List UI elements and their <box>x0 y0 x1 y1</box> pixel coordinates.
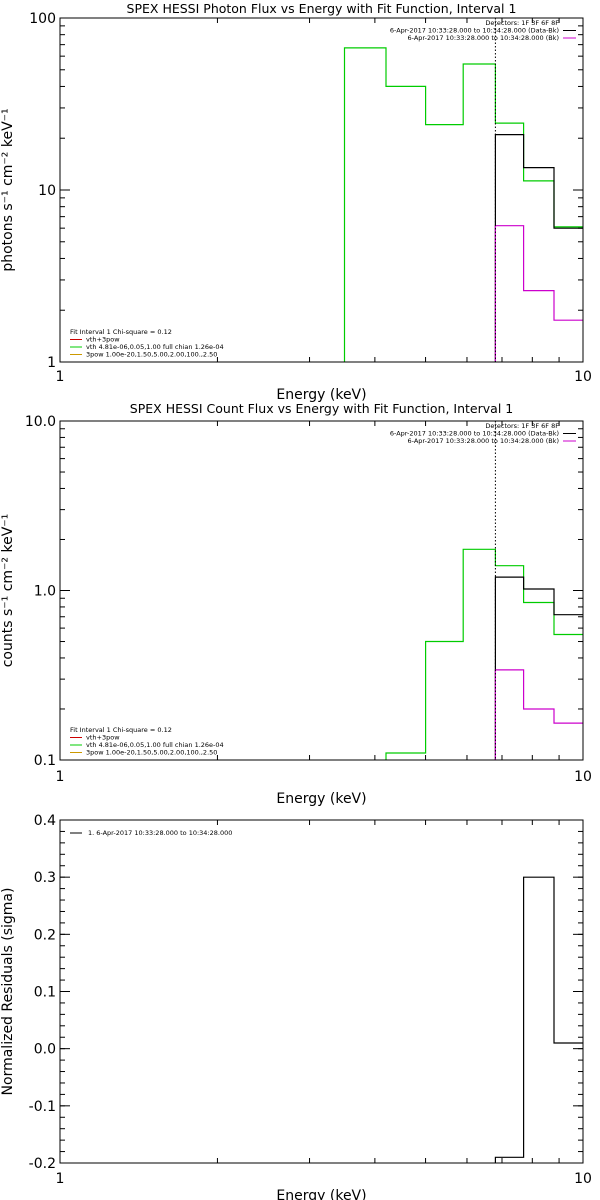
y-axis-label: Normalized Residuals (sigma) <box>0 888 16 1096</box>
plot-frame <box>59 17 584 363</box>
legend-text: Detectors: 1F 3F 6F 8F <box>485 422 559 430</box>
plot-frame <box>59 819 584 1164</box>
y-tick-label: 0.2 <box>34 927 56 943</box>
legend-text: 6-Apr-2017 10:33:28.000 to 10:34:28.000 … <box>390 27 559 35</box>
y-tick-label: 0.1 <box>34 985 56 1001</box>
legend-text: vth+3pow <box>86 336 120 344</box>
y-tick-label: 1 <box>47 355 56 371</box>
x-tick-label: 10 <box>574 1171 592 1187</box>
y-tick-label: -0.1 <box>29 1099 56 1115</box>
y-tick-label: 10.0 <box>25 414 56 430</box>
legend-text: 3pow 1.00e-20,1.50,5.00,2.00,100.,2.50 <box>86 351 217 359</box>
y-tick-label: 0.0 <box>34 1042 56 1058</box>
y-axis-label: counts s⁻¹ cm⁻² keV⁻¹ <box>0 514 16 668</box>
histogram-series-1-1 <box>343 47 583 362</box>
chart-title-2: SPEX HESSI Count Flux vs Energy with Fit… <box>130 401 513 416</box>
legend-text: Fit Interval 1 Chi-square = 0.12 <box>70 726 172 734</box>
legend-text: vth 4.81e-06,0.05,1.00 full chian 1.26e-… <box>86 741 224 749</box>
y-tick-label: 0.3 <box>34 870 56 886</box>
chart-title-1: SPEX HESSI Photon Flux vs Energy with Fi… <box>127 1 517 16</box>
x-axis-label: Energy (keV) <box>276 1188 366 1200</box>
histogram-series-1-3 <box>494 225 583 362</box>
histogram-series-3-1 <box>494 876 583 1163</box>
legend-text: Fit Interval 1 Chi-square = 0.12 <box>70 328 172 336</box>
chart-panel-1: SPEX HESSI Photon Flux vs Energy with Fi… <box>0 1 592 403</box>
y-tick-label: 0.4 <box>34 813 56 829</box>
legend-text: 6-Apr-2017 10:33:28.000 to 10:34:28.000 … <box>390 430 559 438</box>
y-tick-label: 0.1 <box>34 753 56 769</box>
legend-text: 3pow 1.00e-20,1.50,5.00,2.00,100.,2.50 <box>86 749 217 757</box>
x-axis-label: Energy (keV) <box>276 387 366 403</box>
histogram-series-1-2 <box>494 134 583 362</box>
x-tick-label: 10 <box>574 769 592 785</box>
legend-text: 6-Apr-2017 10:33:28.000 to 10:34:28.000 … <box>408 34 559 42</box>
legend-text: Detectors: 1F 3F 6F 8F <box>485 19 559 27</box>
x-tick-label: 1 <box>56 769 65 785</box>
histogram-series-2-1 <box>385 548 583 760</box>
legend-top-3: 1. 6-Apr-2017 10:33:28.000 to 10:34:28.0… <box>70 829 232 837</box>
y-tick-label: 10 <box>38 183 56 199</box>
x-tick-label: 1 <box>56 369 65 385</box>
legend-bottom-1: Fit Interval 1 Chi-square = 0.12vth+3pow… <box>70 328 224 359</box>
y-tick-label: 1.0 <box>34 584 56 600</box>
y-tick-label: 100 <box>29 11 56 27</box>
y-axis-label: photons s⁻¹ cm⁻² keV⁻¹ <box>0 108 16 271</box>
histogram-series-2-3 <box>494 669 583 760</box>
legend-text: 6-Apr-2017 10:33:28.000 to 10:34:28.000 … <box>408 437 559 445</box>
x-tick-label: 10 <box>574 369 592 385</box>
histogram-series-2-2 <box>494 576 583 760</box>
legend-top-1: Detectors: 1F 3F 6F 8F6-Apr-2017 10:33:2… <box>390 19 576 42</box>
x-tick-label: 1 <box>56 1171 65 1187</box>
chart-panel-3: 1 10 -0.2 -0.1 0.0 0.1 0.2 0.3 0.4 Energy (keV) No… <box>0 813 592 1200</box>
legend-text: vth+3pow <box>86 734 120 742</box>
legend-text: 1. 6-Apr-2017 10:33:28.000 to 10:34:28.0… <box>88 829 232 837</box>
legend-text: vth 4.81e-06,0.05,1.00 full chian 1.26e-… <box>86 343 224 351</box>
x-axis-label: Energy (keV) <box>276 791 366 807</box>
y-tick-label: -0.2 <box>29 1156 56 1172</box>
legend-bottom-2: Fit Interval 1 Chi-square = 0.12vth+3pow… <box>70 726 224 757</box>
chart-panel-2: SPEX HESSI Count Flux vs Energy with Fit… <box>0 401 592 807</box>
legend-top-2: Detectors: 1F 3F 6F 8F6-Apr-2017 10:33:2… <box>390 422 576 445</box>
plot-frame <box>59 420 584 761</box>
